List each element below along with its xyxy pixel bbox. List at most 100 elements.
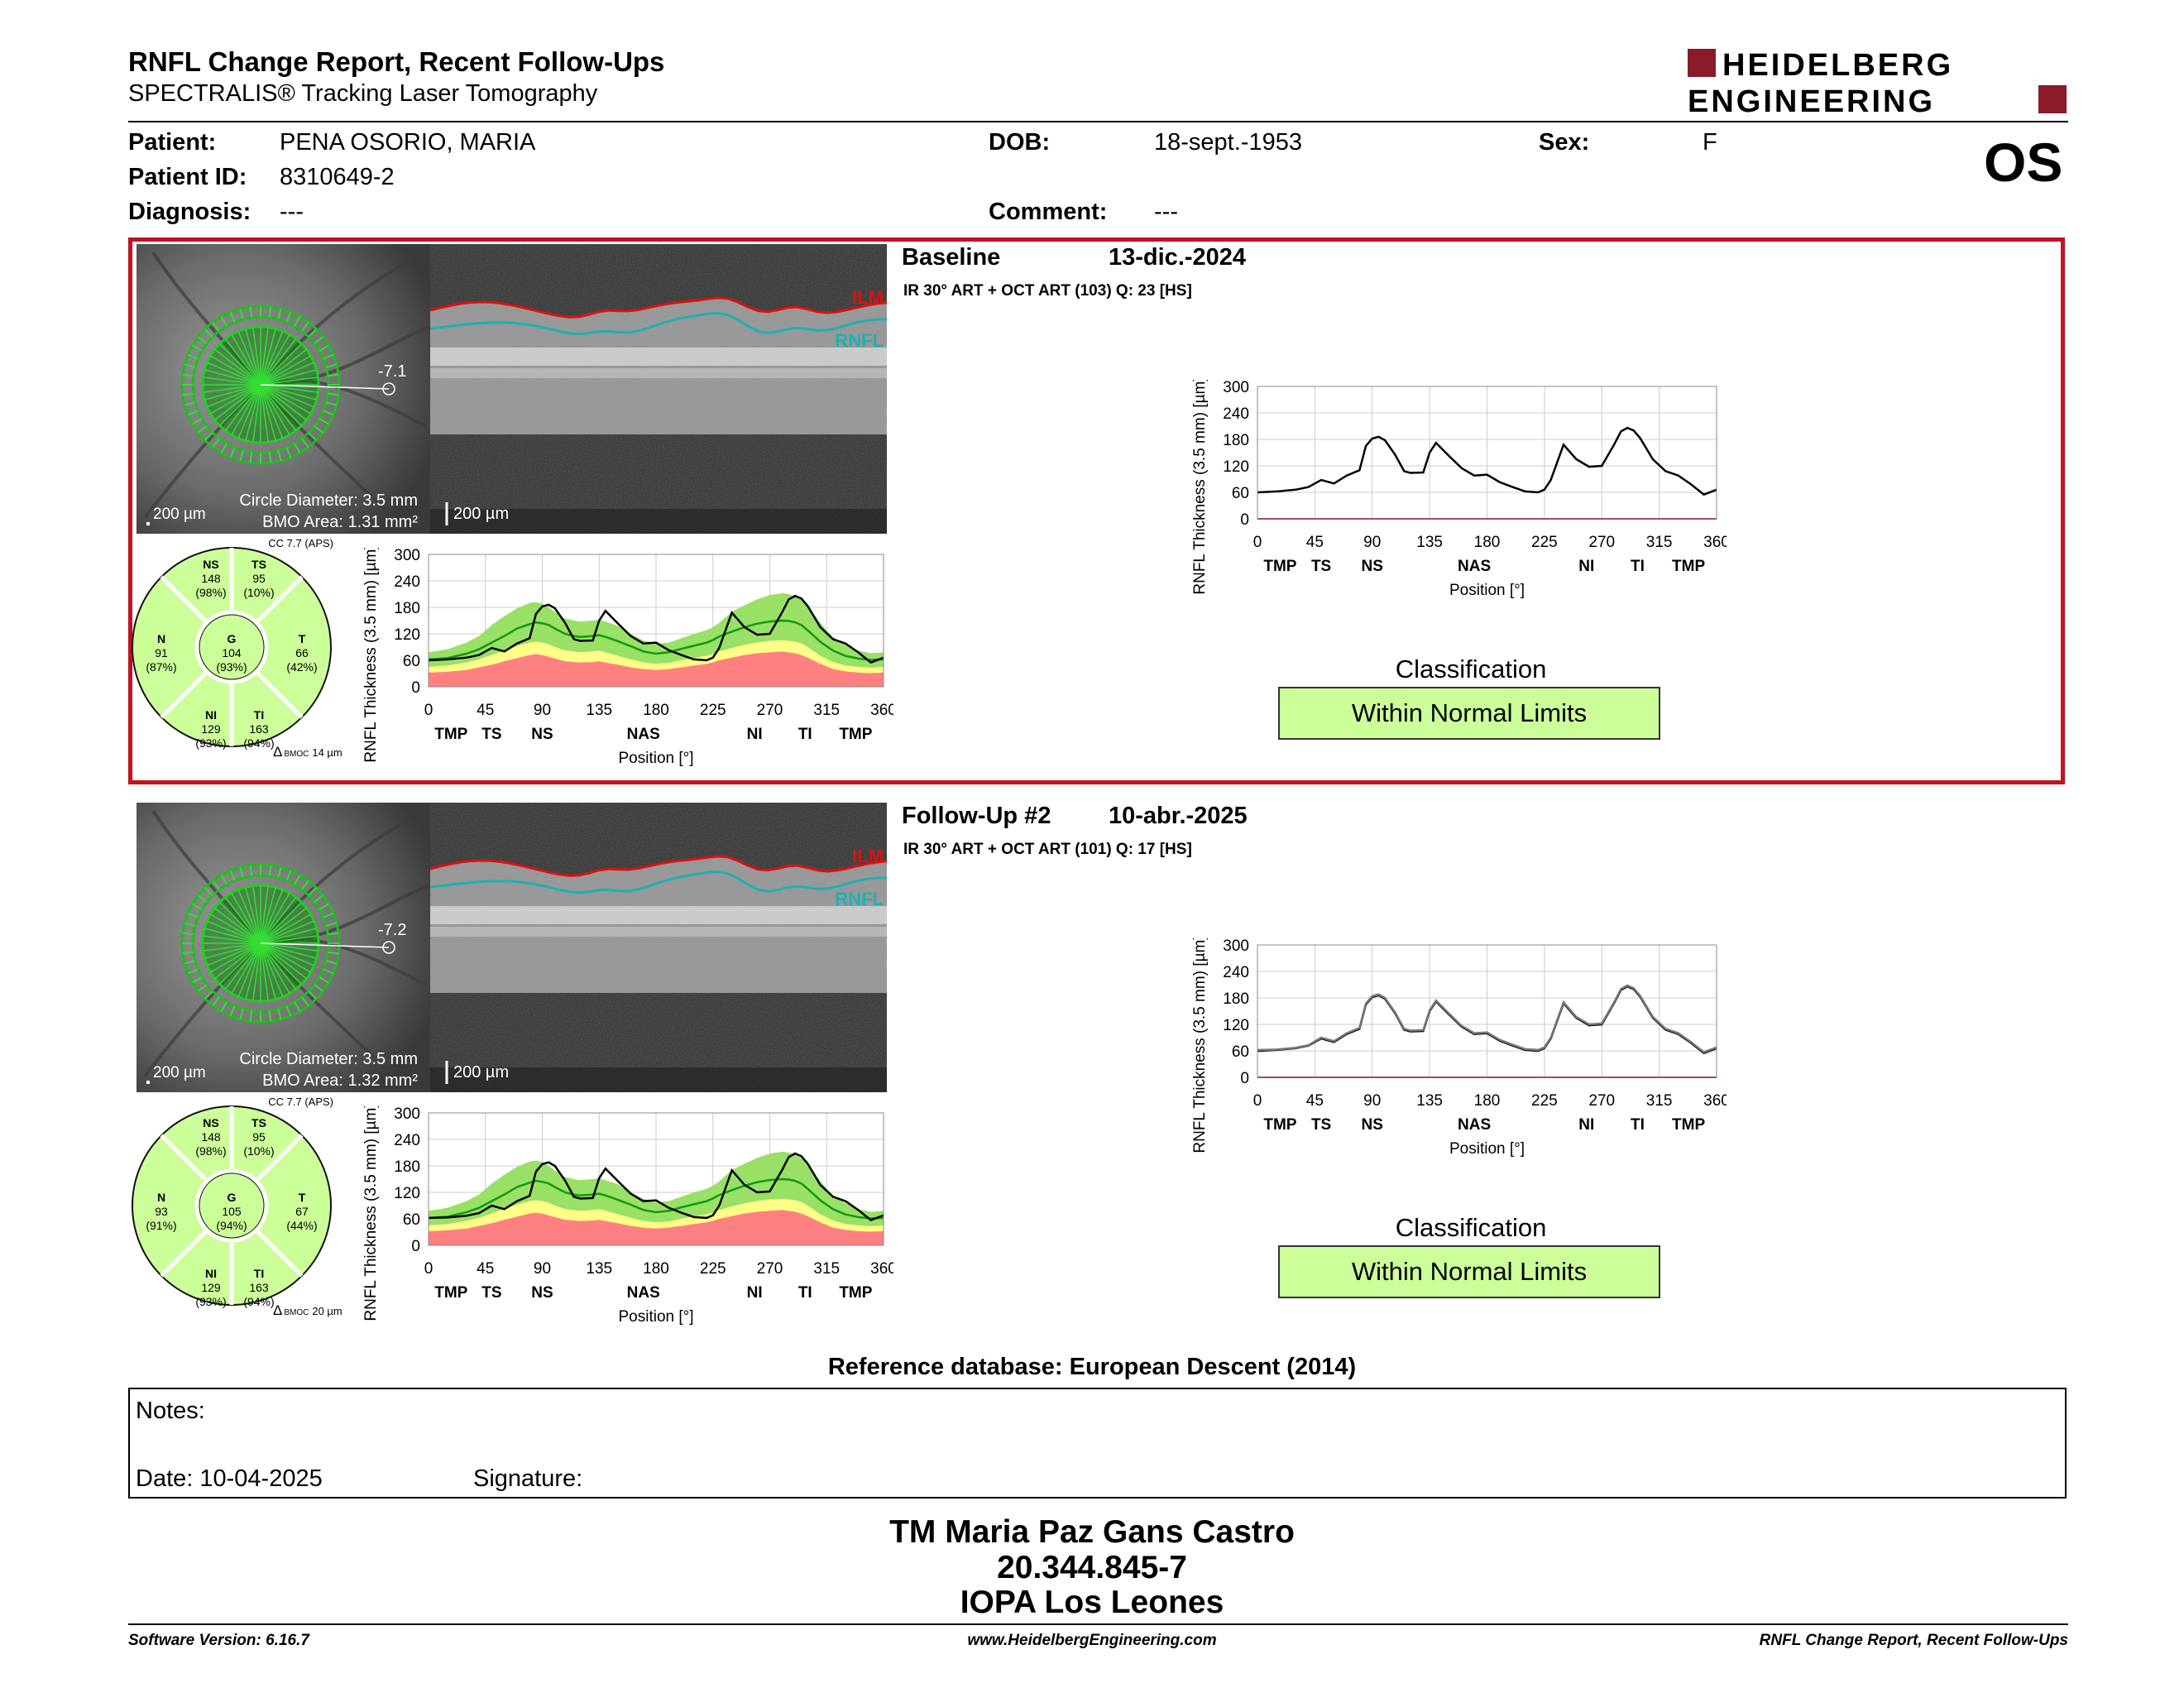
y-tick-label: 60	[1232, 485, 1249, 502]
sector-t: T67(44%)	[286, 1191, 317, 1232]
y-tick-label: 240	[1223, 964, 1249, 981]
eye-laterality: OS	[1984, 132, 2063, 193]
sector-name: N	[157, 632, 165, 645]
outside-band-red	[429, 1210, 884, 1245]
x-tick-label: 45	[477, 1260, 494, 1278]
patient-id-label: Patient ID:	[128, 164, 247, 190]
signatory-name: TM Maria Paz Gans Castro	[889, 1514, 1295, 1550]
y-tick-label: 0	[1240, 1070, 1249, 1087]
sector-percent: (98%)	[195, 586, 226, 599]
oct-bscan: ILM RNFL 200 µm	[430, 803, 887, 1092]
x-tick-label: 315	[813, 1260, 840, 1278]
fundus-scale-bar: 200 µm	[153, 506, 206, 523]
x-tick-label: 180	[1474, 534, 1501, 551]
y-tick-label: 300	[1223, 380, 1249, 396]
oct-bscan: ILM RNFL 200 µm	[430, 244, 887, 534]
y-tick-label: 120	[1223, 1017, 1249, 1034]
y-tick-label: 240	[1223, 405, 1249, 423]
sector-name: T	[299, 1191, 306, 1204]
y-tick-label: 120	[394, 626, 420, 644]
sector-name: TI	[254, 1267, 264, 1280]
x-tick-label: 135	[1416, 534, 1443, 551]
sex-label: Sex:	[1539, 129, 1590, 156]
sector-name: NS	[203, 558, 218, 571]
sector-axis-label: NAS	[627, 726, 660, 743]
diagnosis-label: Diagnosis:	[128, 199, 251, 225]
sex-value: F	[1703, 129, 1717, 156]
x-tick-label: 360	[870, 702, 893, 719]
sector-percent: (98%)	[195, 1144, 226, 1158]
y-tick-label: 240	[394, 1132, 420, 1149]
sector-percent: (93%)	[195, 736, 226, 750]
sector-axis-label: TMP	[839, 726, 872, 743]
x-tick-label: 360	[870, 1260, 893, 1278]
logo-line2: ENGINEERING	[1688, 84, 1935, 117]
scan-protocol: IR 30° ART + OCT ART (103) Q: 23 [HS]	[903, 282, 1192, 300]
sector-axis-label: TMP	[1263, 1116, 1296, 1134]
x-tick-label: 0	[424, 702, 433, 719]
bmo-area: BMO Area: 1.31 mm²	[262, 513, 418, 531]
cc-label: CC 7.7 (APS)	[268, 537, 333, 549]
diagnosis-value: ---	[280, 199, 304, 225]
y-tick-label: 120	[1223, 458, 1249, 476]
classification-result: Within Normal Limits	[1278, 687, 1660, 740]
sector-value: 95	[252, 572, 266, 585]
y-tick-label: 60	[403, 1211, 420, 1229]
x-tick-label: 135	[586, 702, 612, 719]
y-tick-label: 120	[394, 1185, 420, 1202]
sector-name: TS	[251, 558, 266, 571]
exam-date: 13-dic.-2024	[1109, 244, 1247, 271]
sector-value: 91	[155, 646, 168, 659]
bmo-area: BMO Area: 1.32 mm²	[262, 1072, 418, 1090]
sector-value: 66	[295, 646, 309, 659]
sector-axis-label: NS	[531, 1284, 553, 1302]
x-tick-label: 315	[813, 702, 840, 719]
sector-value: 148	[201, 572, 221, 585]
rnfl-label: RNFL	[835, 330, 884, 351]
x-tick-label: 0	[1253, 534, 1262, 551]
sector-name: G	[228, 632, 237, 645]
sector-axis-label: NI	[1578, 1116, 1594, 1134]
sector-name: NS	[203, 1116, 218, 1129]
logo-line1: HEIDELBERG	[1722, 48, 1953, 83]
x-tick-label: 360	[1703, 534, 1727, 551]
x-tick-label: 225	[700, 702, 726, 719]
x-tick-label: 135	[1416, 1092, 1443, 1110]
bmoc-value: Δ BMOC 20 µm	[273, 1302, 342, 1318]
sector-axis-label: NI	[747, 1284, 763, 1302]
sector-name: NI	[205, 708, 217, 722]
x-tick-label: 90	[534, 702, 551, 719]
sector-axis-label: NAS	[1458, 558, 1491, 575]
comment-label: Comment:	[989, 199, 1108, 225]
y-axis-title: RNFL Thickness (3.5 mm) [µm]	[1191, 938, 1209, 1153]
exam-label: Baseline	[902, 244, 1001, 271]
circle-diameter: Circle Diameter: 3.5 mm	[239, 492, 418, 510]
sector-value: 163	[249, 1281, 269, 1294]
patient-id: 8310649-2	[280, 164, 395, 190]
x-tick-label: 0	[1253, 1092, 1262, 1110]
circle-diameter: Circle Diameter: 3.5 mm	[239, 1050, 418, 1068]
reference-database: Reference database: European Descent (20…	[827, 1354, 1357, 1380]
signatory-id: 20.344.845-7	[997, 1550, 1187, 1585]
y-tick-label: 0	[1240, 511, 1249, 529]
sector-name: TI	[254, 708, 264, 722]
y-axis-title: RNFL Thickness (3.5 mm) [µm]	[362, 1106, 380, 1321]
notes-box[interactable]: Notes: Date: 10-04-2025 Signature:	[128, 1388, 2067, 1499]
rnfl-profile-chart: 0 60 120 180 240 300 0 45 90 135 180 225 270 315 360 TM…	[1191, 938, 1727, 1158]
y-tick-label: 300	[394, 548, 420, 564]
website: www.HeidelbergEngineering.com	[967, 1632, 1217, 1649]
sector-value: 163	[249, 722, 269, 736]
y-tick-label: 180	[394, 600, 420, 617]
sector-axis-label: NS	[1362, 1116, 1383, 1134]
bscan-scale-bar: 200 µm	[453, 505, 509, 523]
x-tick-label: 180	[643, 702, 669, 719]
sector-axis-label: TI	[1631, 1116, 1645, 1134]
x-tick-label: 180	[643, 1260, 669, 1278]
x-tick-label: 0	[424, 1260, 433, 1278]
x-tick-label: 225	[700, 1260, 726, 1278]
